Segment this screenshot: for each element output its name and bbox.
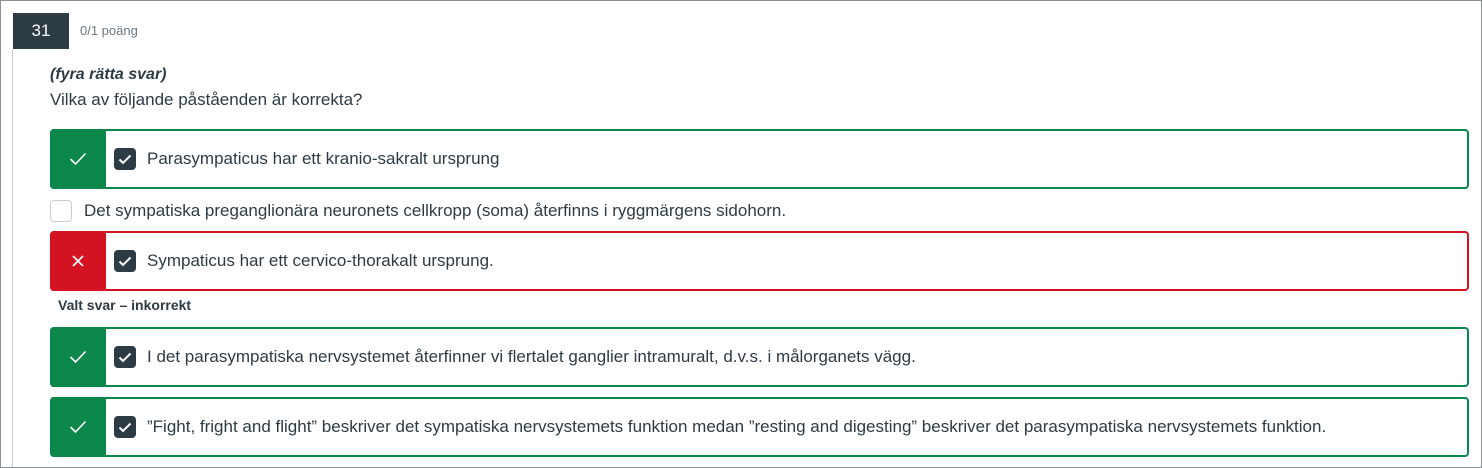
check-icon [50, 129, 106, 189]
divider [12, 49, 13, 467]
answer-feedback: Valt svar – inkorrekt [58, 297, 192, 313]
question-number: 31 [13, 13, 69, 49]
checkbox-checked[interactable] [114, 346, 136, 368]
question-hint: (fyra rätta svar) [50, 66, 167, 83]
answer-option[interactable]: Sympaticus har ett cervico-thorakalt urs… [50, 231, 1469, 291]
x-icon [50, 231, 106, 291]
checkbox-checked[interactable] [114, 416, 136, 438]
checkbox-checked[interactable] [114, 250, 136, 272]
check-icon [50, 327, 106, 387]
points-label: 0/1 poäng [80, 23, 138, 38]
answer-option[interactable]: I det parasympatiska nervsystemet återfi… [50, 327, 1469, 387]
checkbox-checked[interactable] [114, 148, 136, 170]
check-icon [50, 397, 106, 457]
answer-text: I det parasympatiska nervsystemet återfi… [147, 347, 916, 366]
answer-option[interactable]: Parasympaticus har ett kranio-sakralt ur… [50, 129, 1469, 189]
answer-text: Parasympaticus har ett kranio-sakralt ur… [147, 149, 500, 168]
answer-text: Det sympatiska preganglionära neuronets … [84, 201, 787, 220]
answer-option[interactable]: Det sympatiska preganglionära neuronets … [50, 199, 1469, 223]
answer-text: ”Fight, fright and flight” beskriver det… [147, 417, 1327, 436]
checkbox-unchecked[interactable] [50, 200, 72, 222]
answer-option[interactable]: ”Fight, fright and flight” beskriver det… [50, 397, 1469, 457]
answer-text: Sympaticus har ett cervico-thorakalt urs… [147, 251, 494, 270]
question-prompt: Vilka av följande påståenden är korrekta… [50, 90, 363, 109]
